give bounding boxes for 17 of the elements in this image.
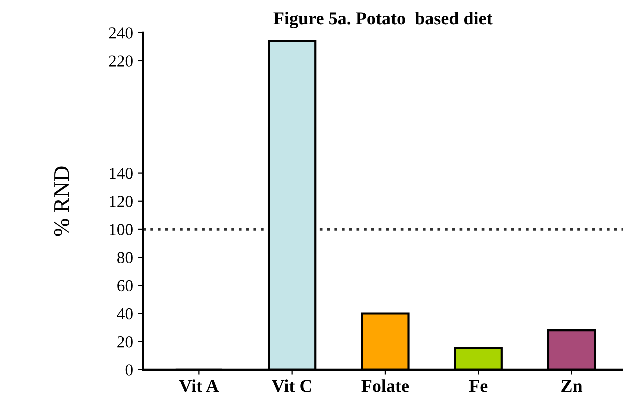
x-tick-label: Folate	[362, 380, 410, 392]
x-tick-label: Vit C	[272, 380, 312, 392]
x-tick-label: Vit A	[179, 380, 220, 392]
y-tick-label: 80	[118, 252, 133, 264]
y-axis-title: % RND	[54, 166, 70, 236]
y-tick-label: 120	[110, 196, 133, 208]
y-tick-label: 20	[118, 336, 133, 348]
y-tick-label: 220	[109, 56, 133, 67]
y-tick-label: 100	[110, 224, 133, 236]
chart-title: Figure 5a. Potato based diet	[274, 12, 493, 29]
y-tick-label: 240	[109, 28, 133, 39]
x-tick-label: Zn	[562, 380, 583, 392]
y-tick-label: 60	[118, 280, 133, 292]
x-tick-label: Fe	[469, 380, 488, 392]
y-tick-label: 40	[117, 308, 133, 320]
y-tick-label: 140	[110, 168, 133, 180]
y-tick-label: 0	[126, 364, 133, 376]
